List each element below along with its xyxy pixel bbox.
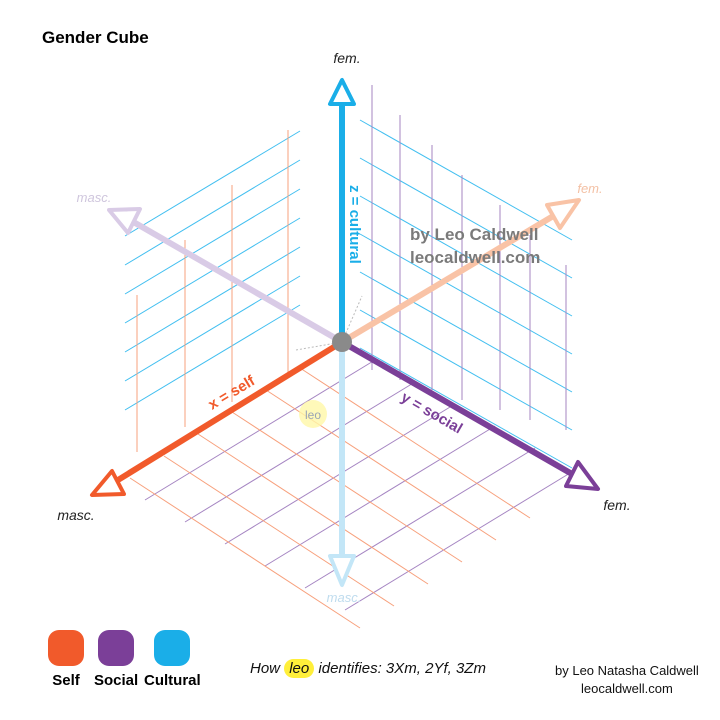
cultural-swatch: [154, 630, 191, 666]
leo-marker-label: leo: [305, 408, 321, 422]
leo-marker: [299, 400, 327, 428]
grid-line-blue: [359, 233, 573, 355]
y-back-end-label: masc.: [77, 190, 112, 205]
grid-line-blue: [124, 275, 301, 382]
grid-line-blue: [124, 304, 301, 411]
grid-line-blue: [359, 119, 573, 241]
grid-line-blue: [124, 159, 301, 266]
grid-line-purple: [264, 425, 496, 567]
cube-grid-lines: [124, 85, 576, 629]
social-swatch: [98, 630, 135, 666]
z-axis-label: z = cultural: [346, 185, 363, 264]
x-axis-back-arrowhead: [545, 198, 581, 230]
watermark-byline: by Leo Caldwell: [410, 225, 538, 244]
x-front-end-label: masc.: [57, 507, 94, 523]
grid-line-blue: [124, 130, 301, 237]
grid-line-orange: [163, 455, 395, 607]
legend-item-social: Social: [94, 630, 138, 689]
z-bottom-end-label: masc.: [327, 590, 362, 605]
how-name: leo: [284, 659, 315, 678]
origin-point: [332, 332, 352, 352]
y-front-end-label: fem.: [603, 497, 630, 513]
grid-line-orange: [231, 411, 463, 563]
grid-line-blue: [359, 195, 573, 317]
watermark-url: leocaldwell.com: [410, 248, 540, 267]
grid-line-orange: [299, 367, 531, 519]
y-axis-back-arrowhead: [107, 207, 142, 235]
z-axis-bottom-arrowhead: [328, 554, 356, 587]
identification-line: How leo identifies: 3Xm, 2Yf, 3Zm: [250, 659, 486, 678]
credit-url: leocaldwell.com: [581, 681, 673, 696]
grid-line-blue: [359, 271, 573, 393]
grid-line-purple: [344, 469, 576, 611]
x-axis-back: [340, 209, 562, 345]
how-suffix: identifies: 3Xm, 2Yf, 3Zm: [318, 660, 486, 677]
legend-label-self: Self: [52, 672, 80, 689]
x-back-end-label: fem.: [577, 181, 602, 196]
grid-line-purple: [184, 381, 416, 523]
grid-line-orange: [129, 477, 361, 629]
legend-label-cultural: Cultural: [144, 672, 201, 689]
x-axis-front: [116, 339, 344, 483]
dotted-guide: [295, 295, 363, 351]
credit: by Leo Natasha Caldwell leocaldwell.com: [555, 662, 699, 698]
page-title: Gender Cube: [42, 28, 149, 47]
grid-line-blue: [359, 347, 573, 469]
legend-item-self: Self: [48, 630, 84, 689]
grid-line-blue: [359, 309, 573, 431]
legend-item-cultural: Cultural: [144, 630, 201, 689]
y-axis-back: [128, 217, 344, 345]
grid-line-blue: [359, 157, 573, 279]
z-axis-top-arrowhead: [328, 78, 356, 106]
legend-label-social: Social: [94, 672, 139, 689]
grid-line-blue: [124, 246, 301, 353]
self-swatch: [48, 630, 84, 666]
how-prefix: How: [250, 660, 281, 677]
credit-byline: by Leo Natasha Caldwell: [555, 663, 699, 678]
x-axis-front-arrowhead: [90, 469, 126, 497]
y-axis-front: [340, 339, 574, 477]
z-top-end-label: fem.: [333, 50, 360, 66]
grid-line-blue: [124, 188, 301, 295]
y-axis-front-arrowhead: [564, 460, 600, 491]
grid-line-orange: [197, 433, 429, 585]
